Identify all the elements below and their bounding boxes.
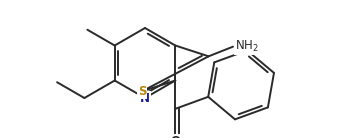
Text: O: O (170, 135, 180, 138)
Text: NH$_2$: NH$_2$ (235, 39, 259, 54)
Text: N: N (140, 91, 150, 104)
Text: S: S (138, 85, 146, 98)
